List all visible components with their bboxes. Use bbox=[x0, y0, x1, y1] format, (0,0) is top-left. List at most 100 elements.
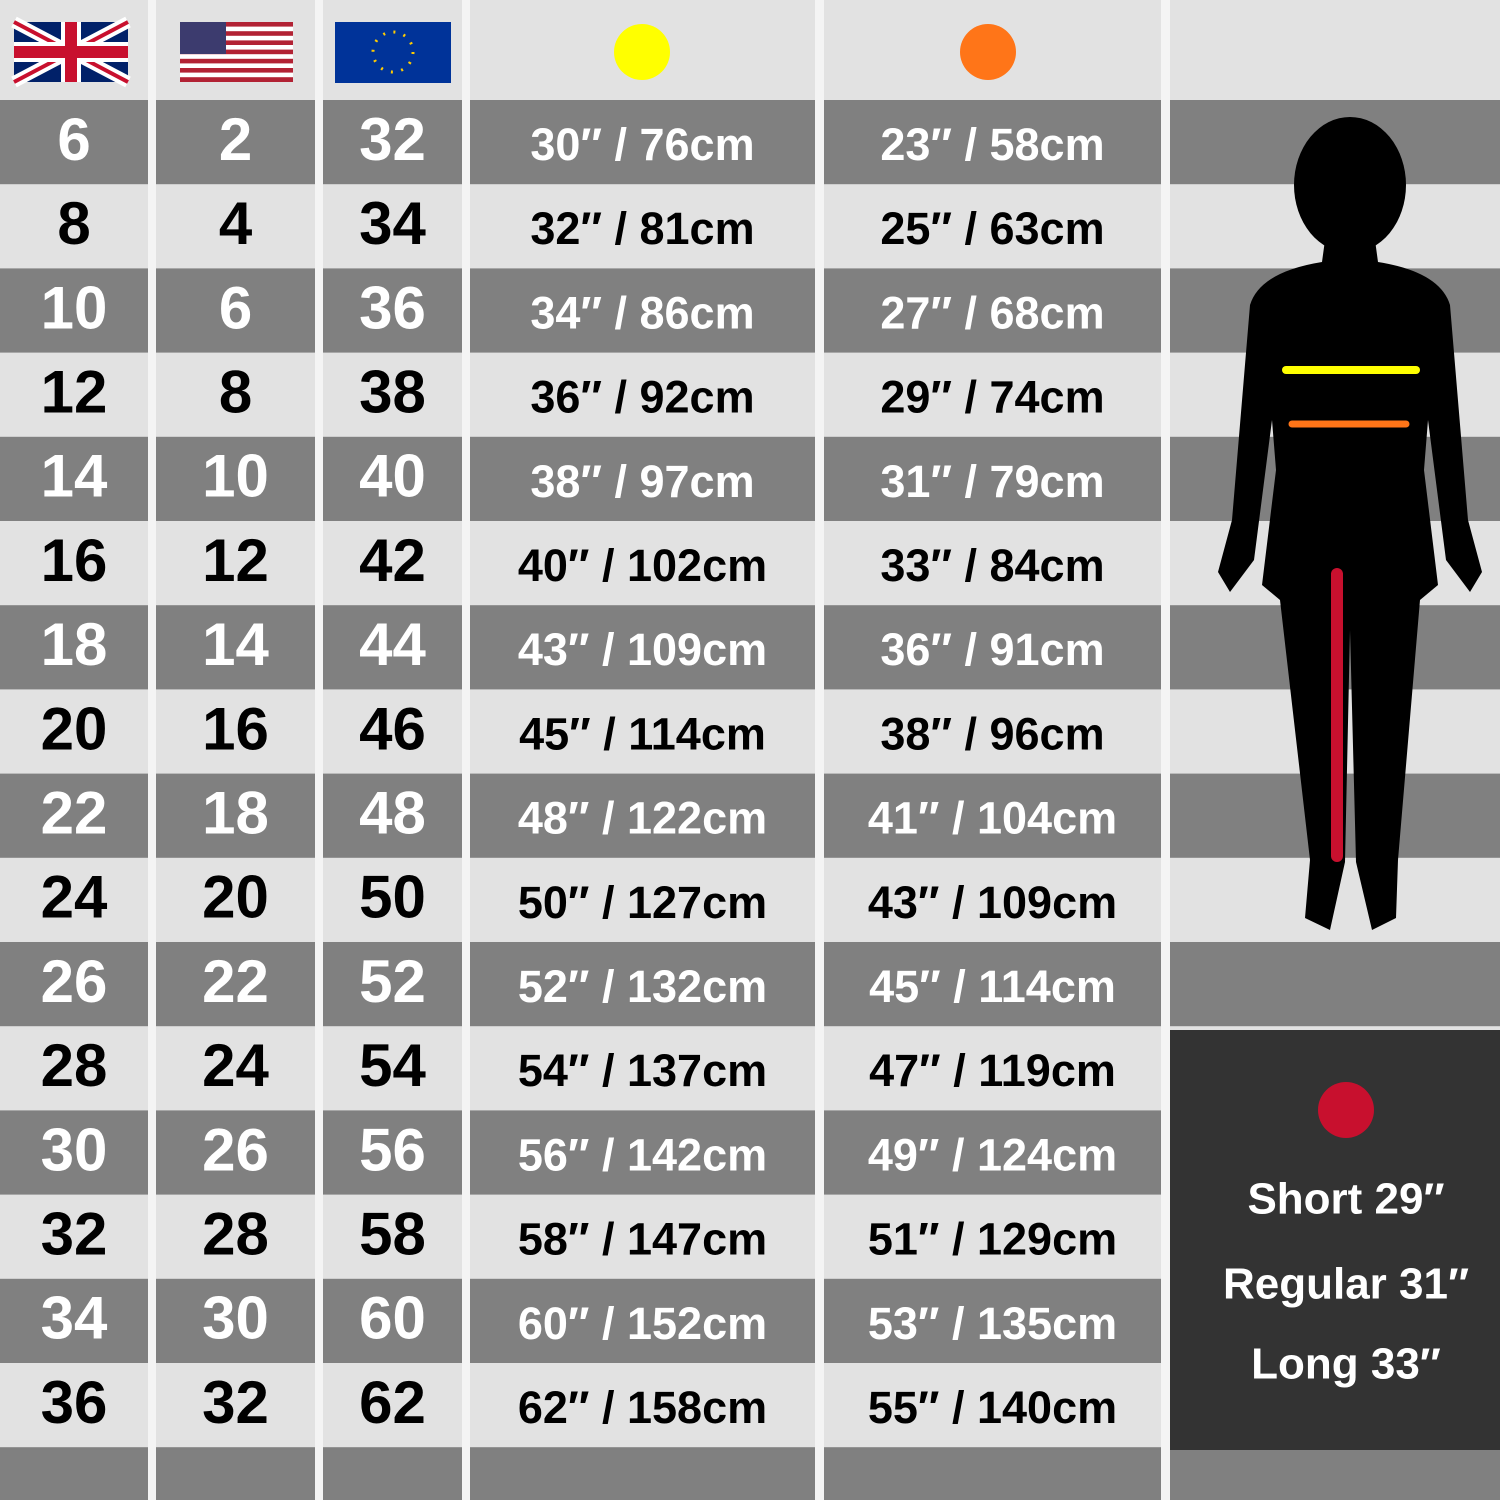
cell bbox=[824, 773, 1161, 859]
cell bbox=[470, 1026, 815, 1111]
measurement: 51″ / 129cm bbox=[868, 1214, 1117, 1265]
size-value: 26 bbox=[41, 948, 108, 1015]
cell bbox=[323, 1026, 462, 1111]
measurement: 54″ / 137cm bbox=[518, 1045, 767, 1096]
size-value: 18 bbox=[41, 611, 108, 678]
size-value: 62 bbox=[359, 1369, 426, 1436]
cell bbox=[470, 1363, 815, 1448]
silhouette bbox=[1218, 117, 1482, 930]
measurement: 58″ / 147cm bbox=[518, 1214, 767, 1265]
size-value: 10 bbox=[41, 274, 108, 341]
measurement: 38″ / 96cm bbox=[880, 708, 1104, 759]
size-value: 34 bbox=[41, 1285, 108, 1352]
cell bbox=[156, 268, 315, 354]
cell bbox=[824, 1278, 1161, 1364]
cell bbox=[323, 100, 462, 185]
measurement: 34″ / 86cm bbox=[530, 287, 754, 338]
cell bbox=[156, 857, 315, 943]
size-value: 48 bbox=[359, 780, 426, 847]
size-value: 28 bbox=[202, 1201, 269, 1268]
cell bbox=[323, 1447, 462, 1500]
cell bbox=[323, 268, 462, 354]
cell bbox=[156, 689, 315, 775]
measurement: 27″ / 68cm bbox=[880, 287, 1104, 338]
cell bbox=[156, 184, 315, 269]
cell bbox=[824, 1194, 1161, 1280]
size-value: 34 bbox=[359, 190, 426, 257]
size-value: 22 bbox=[41, 780, 108, 847]
cell bbox=[824, 689, 1161, 775]
cell bbox=[156, 773, 315, 859]
size-value: 32 bbox=[41, 1201, 108, 1268]
header-cell bbox=[1170, 0, 1500, 100]
cell bbox=[0, 1363, 148, 1448]
size-value: 32 bbox=[202, 1369, 269, 1436]
cell bbox=[470, 605, 815, 690]
cell bbox=[470, 857, 815, 943]
cell bbox=[470, 1447, 815, 1500]
header bbox=[0, 0, 1500, 100]
measurement: 36″ / 92cm bbox=[530, 372, 754, 423]
cell bbox=[470, 352, 815, 438]
size-value: 6 bbox=[57, 106, 90, 173]
cell bbox=[470, 942, 815, 1027]
cell bbox=[156, 1026, 315, 1111]
measurement: 47″ / 119cm bbox=[869, 1045, 1116, 1096]
size-value: 58 bbox=[359, 1201, 426, 1268]
measurement: 36″ / 91cm bbox=[880, 624, 1104, 675]
measurement: 38″ / 97cm bbox=[530, 456, 754, 507]
inseam-label: Regular 31″ bbox=[1223, 1260, 1469, 1309]
size-value: 24 bbox=[41, 864, 108, 931]
measurement: 40″ / 102cm bbox=[518, 540, 767, 591]
head bbox=[1294, 117, 1406, 253]
size-value: 32 bbox=[359, 106, 426, 173]
measurement: 30″ / 76cm bbox=[530, 119, 754, 170]
cell bbox=[824, 184, 1161, 269]
cell bbox=[824, 268, 1161, 354]
cell bbox=[0, 436, 148, 522]
size-value: 26 bbox=[202, 1116, 269, 1183]
cell bbox=[824, 605, 1161, 690]
cell bbox=[156, 352, 315, 438]
size-value: 20 bbox=[202, 864, 269, 931]
uk-flag bbox=[11, 16, 131, 88]
size-value: 16 bbox=[41, 527, 108, 594]
cell bbox=[0, 942, 148, 1027]
measurement: 41″ / 104cm bbox=[868, 793, 1117, 844]
cell bbox=[156, 1447, 315, 1500]
cell bbox=[323, 352, 462, 438]
measurement: 31″ / 79cm bbox=[880, 456, 1104, 507]
cell bbox=[323, 1194, 462, 1280]
size-value: 36 bbox=[359, 274, 426, 341]
measurement: 60″ / 152cm bbox=[518, 1298, 767, 1349]
cell bbox=[824, 857, 1161, 943]
cell bbox=[0, 773, 148, 859]
cell bbox=[0, 605, 148, 690]
size-value: 44 bbox=[359, 611, 426, 678]
measurement: 45″ / 114cm bbox=[869, 961, 1116, 1012]
size-value: 2 bbox=[219, 106, 252, 173]
measurement: 45″ / 114cm bbox=[519, 708, 766, 759]
cell bbox=[824, 1110, 1161, 1196]
cell bbox=[470, 184, 815, 269]
cell bbox=[0, 689, 148, 775]
inseam-box: Short 29″ Regular 31″ Long 33″ bbox=[1170, 1030, 1500, 1450]
size-value: 30 bbox=[41, 1116, 108, 1183]
cell bbox=[470, 100, 815, 185]
cell bbox=[0, 268, 148, 354]
size-value: 30 bbox=[202, 1285, 269, 1352]
size-value: 38 bbox=[359, 359, 426, 426]
size-value: 36 bbox=[41, 1369, 108, 1436]
cell bbox=[470, 689, 815, 775]
size-value: 8 bbox=[57, 190, 90, 257]
cell bbox=[824, 436, 1161, 522]
size-value: 12 bbox=[41, 359, 108, 426]
inseam-marker bbox=[1318, 1082, 1374, 1138]
measurement: 49″ / 124cm bbox=[868, 1129, 1117, 1180]
cell bbox=[323, 773, 462, 859]
cell bbox=[824, 1447, 1161, 1500]
measurement: 32″ / 81cm bbox=[530, 203, 754, 254]
size-value: 12 bbox=[202, 527, 269, 594]
